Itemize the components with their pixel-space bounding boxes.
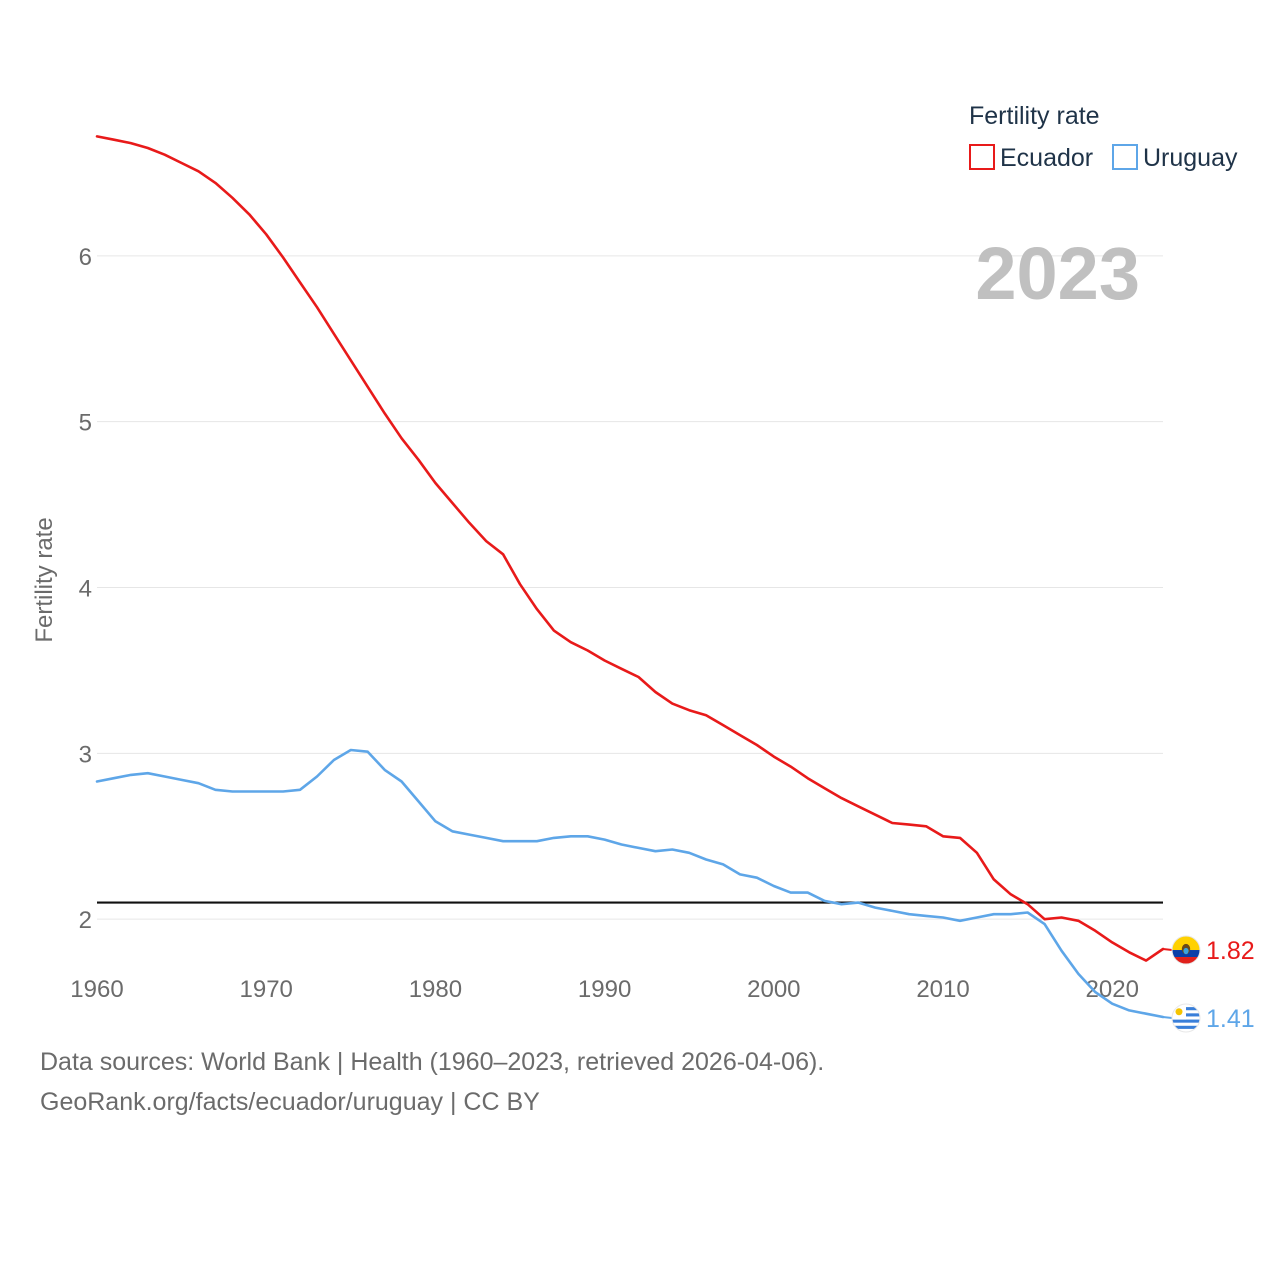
flag-ring-ecuador [1171,935,1201,965]
x-tick-label-1960: 1960 [70,976,123,1003]
series-end-markers: 1.82 1.41 [1162,935,1255,1033]
data-source-note: Data sources: World Bank | Health (1960–… [40,1048,825,1076]
x-tick-label-2010: 2010 [916,976,969,1003]
legend-item-uruguay[interactable]: Uruguay [1112,144,1238,172]
y-axis-ticks: 2 3 4 5 6 [79,244,92,934]
flag-ring-uruguay [1171,1003,1201,1033]
legend-swatch-uruguay [1112,144,1138,170]
legend-swatch-ecuador [969,144,995,170]
end-connector-ecuador [1162,948,1173,952]
x-tick-label-1980: 1980 [409,976,462,1003]
end-connector-uruguay [1162,1016,1173,1020]
footer: Data sources: World Bank | Health (1960–… [40,1042,1240,1122]
grid-lines [97,255,1163,920]
y-tick-label-3: 3 [79,741,92,768]
end-label-ecuador: 1.82 [1206,937,1255,965]
year-label: 2023 [975,232,1140,315]
x-axis-ticks: 1960 1970 1980 1990 2000 2010 2020 [70,976,1139,1003]
series-line-ecuador [95,135,1165,962]
x-tick-label-1970: 1970 [240,976,293,1003]
legend-item-ecuador[interactable]: Ecuador [969,144,1093,172]
end-label-uruguay: 1.41 [1206,1005,1255,1033]
source-link[interactable]: GeoRank.org/facts/ecuador/uruguay | CC B… [40,1088,540,1116]
legend-label-uruguay: Uruguay [1143,144,1238,172]
flag-icon-ecuador [1172,936,1200,965]
y-tick-label-4: 4 [79,576,92,603]
y-tick-label-2: 2 [79,907,92,934]
legend-label-ecuador: Ecuador [1000,144,1093,172]
y-tick-label-6: 6 [79,244,92,271]
legend-title: Fertility rate [969,102,1100,130]
x-tick-label-2000: 2000 [747,976,800,1003]
y-axis-label: Fertility rate [31,517,58,642]
legend: Fertility rate Ecuador Uruguay [969,102,1238,172]
x-tick-label-1990: 1990 [578,976,631,1003]
series-line-uruguay [95,748,1165,1019]
series-lines [95,135,1165,1019]
y-tick-label-5: 5 [79,410,92,437]
